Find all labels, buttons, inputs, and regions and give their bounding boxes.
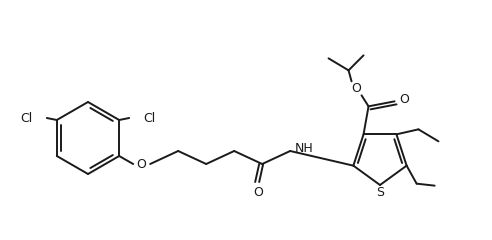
Text: S: S [376, 186, 384, 199]
Text: O: O [352, 82, 362, 95]
Text: NH: NH [295, 143, 314, 156]
Text: O: O [136, 157, 146, 170]
Text: Cl: Cl [143, 112, 155, 125]
Text: O: O [400, 93, 409, 106]
Text: Cl: Cl [21, 112, 33, 125]
Text: O: O [253, 186, 263, 198]
